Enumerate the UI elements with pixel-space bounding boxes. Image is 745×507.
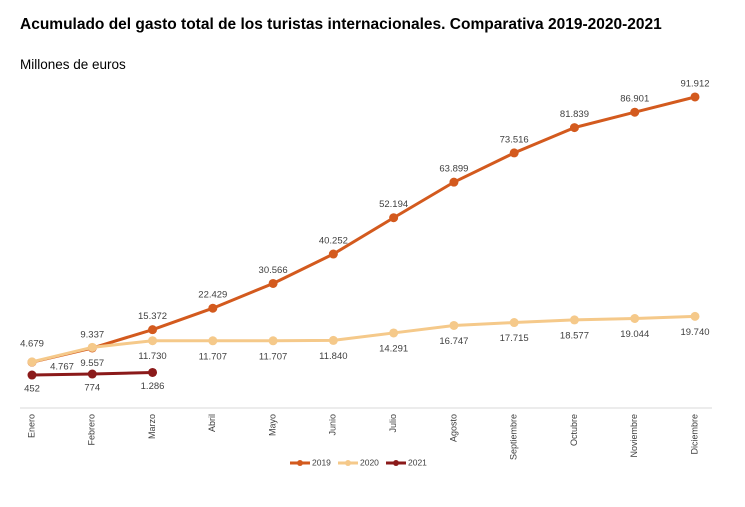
data-label: 1.286 <box>141 381 165 392</box>
data-label: 81.839 <box>560 109 589 120</box>
data-point <box>449 177 459 187</box>
data-point <box>87 369 97 379</box>
legend-swatch-point <box>345 460 351 466</box>
x-tick-label: Agosto <box>448 414 458 442</box>
x-tick-label: Diciembre <box>689 414 699 455</box>
x-tick-label: Marzo <box>147 414 157 439</box>
data-label: 86.901 <box>620 94 649 105</box>
series-line <box>31 314 696 364</box>
data-point <box>509 148 519 158</box>
data-label: 52.194 <box>379 199 408 210</box>
data-label: 22.429 <box>198 290 227 301</box>
data-label: 14.291 <box>379 343 408 354</box>
data-label: 18.577 <box>560 330 589 341</box>
x-tick-label: Junio <box>328 414 338 436</box>
data-label: 9.557 <box>80 358 104 369</box>
legend-swatch-point <box>393 460 399 466</box>
data-point <box>208 336 218 346</box>
data-label: 15.372 <box>138 311 167 322</box>
data-label: 91.912 <box>680 79 709 90</box>
data-point <box>148 367 158 377</box>
data-point <box>268 336 278 346</box>
legend-label: 2021 <box>408 457 427 467</box>
data-point <box>690 92 700 102</box>
data-point <box>389 328 399 338</box>
data-label: 11.730 <box>138 351 166 362</box>
x-tick-label: Febrero <box>87 414 97 446</box>
x-tick-label: Enero <box>26 414 36 438</box>
series-line <box>31 95 696 364</box>
data-label: 17.715 <box>500 333 529 344</box>
chart-title: Acumulado del gasto total de los turista… <box>20 16 662 33</box>
data-label: 9.337 <box>80 330 104 341</box>
data-point <box>509 318 519 328</box>
data-label: 30.566 <box>259 265 288 276</box>
legend-swatch-point <box>297 460 303 466</box>
data-point <box>148 325 158 335</box>
legend-label: 2020 <box>360 457 379 467</box>
data-label: 40.252 <box>319 236 348 247</box>
data-point <box>690 311 700 321</box>
data-label: 11.840 <box>319 351 347 362</box>
data-label: 19.044 <box>620 329 649 340</box>
data-label: 452 <box>24 384 40 395</box>
x-tick-label: Julio <box>388 414 398 433</box>
data-point <box>208 303 218 313</box>
data-label: 73.516 <box>500 134 529 145</box>
data-point <box>328 249 338 259</box>
data-point <box>328 335 338 345</box>
x-tick-label: Abril <box>207 414 217 432</box>
data-point <box>630 107 640 117</box>
data-point <box>27 370 37 380</box>
data-label: 4.679 <box>20 339 44 350</box>
data-label: 4.767 <box>50 361 74 372</box>
data-label: 11.707 <box>199 351 227 362</box>
data-point <box>569 123 579 133</box>
x-tick-label: Septiembre <box>509 414 519 460</box>
x-tick-label: Noviembre <box>629 414 639 458</box>
data-point <box>87 342 97 352</box>
x-tick-label: Octubre <box>569 414 579 446</box>
data-label: 11.707 <box>259 351 287 362</box>
data-label: 774 <box>84 383 100 394</box>
chart-subtitle: Millones de euros <box>20 57 126 72</box>
data-label: 19.740 <box>680 327 709 338</box>
data-point <box>389 213 399 223</box>
data-label: 16.747 <box>439 336 468 347</box>
data-point <box>148 336 158 346</box>
legend-label: 2019 <box>312 457 331 467</box>
x-tick-label: Mayo <box>267 414 277 436</box>
data-point <box>630 313 640 323</box>
data-label: 63.899 <box>439 164 468 175</box>
data-point <box>268 278 278 288</box>
data-point <box>27 357 37 367</box>
data-point <box>449 320 459 330</box>
data-point <box>569 315 579 325</box>
